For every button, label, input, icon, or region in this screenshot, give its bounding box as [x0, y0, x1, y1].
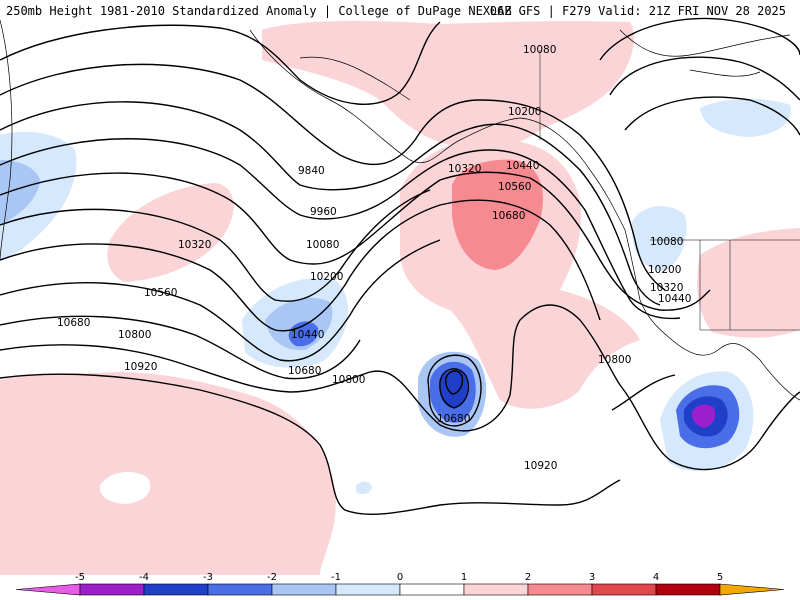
- colorbar-tick-label: 4: [653, 572, 659, 583]
- contour-label: 10200: [508, 106, 541, 118]
- contour-label: 10920: [124, 361, 157, 373]
- contour-label: 10080: [523, 44, 556, 56]
- colorbar-tick-label: -1: [331, 572, 341, 583]
- contour-label: 10440: [658, 293, 691, 305]
- colorbar-segment: [335, 583, 401, 596]
- colorbar-tick-label: 5: [717, 572, 723, 583]
- colorbar-tick-label: 0: [397, 572, 403, 583]
- colorbar-segment: [591, 583, 657, 596]
- colorbar-segment: [527, 583, 593, 596]
- positive-anomaly-southwest-hole: [99, 471, 151, 504]
- contour-label: 10200: [648, 264, 681, 276]
- contour-label: 10440: [506, 160, 539, 172]
- positive-anomaly-center-strong: [452, 159, 543, 270]
- positive-anomaly-alaska: [262, 20, 634, 149]
- contour-label: 10800: [118, 329, 151, 341]
- colorbar-segment: [271, 583, 337, 596]
- colorbar-segment: [399, 583, 465, 596]
- colorbar: -5 -4 -3 -2 -1 0 1 2 3 4 5: [15, 572, 785, 596]
- colorbar-segment: [15, 583, 81, 596]
- coastlines: [0, 19, 800, 401]
- contour-label: 10680: [437, 413, 470, 425]
- colorbar-tick-label: 3: [589, 572, 595, 583]
- positive-anomaly-southwest: [0, 372, 336, 575]
- colorbar-segment: [79, 583, 145, 596]
- contour-label: 10320: [448, 163, 481, 175]
- colorbar-tick-label: -3: [203, 572, 213, 583]
- contour-label: 10200: [310, 271, 343, 283]
- contour-label: 10680: [57, 317, 90, 329]
- colorbar-segment: [463, 583, 529, 596]
- contour-label: 10800: [598, 354, 631, 366]
- colorbar-segment: [207, 583, 273, 596]
- colorbar-tick-label: -4: [139, 572, 149, 583]
- contour-label: 10080: [650, 236, 683, 248]
- contour-label: 10680: [492, 210, 525, 222]
- negative-anomaly-pacnw: [631, 206, 687, 271]
- contour-label: 10320: [178, 239, 211, 251]
- colorbar-tick-label: -5: [75, 572, 85, 583]
- map-title: 250mb Height 1981-2010 Standardized Anom…: [6, 4, 512, 18]
- positive-anomaly-west: [107, 183, 234, 282]
- anomaly-shading: [0, 20, 800, 575]
- contour-label: 10920: [524, 460, 557, 472]
- positive-anomaly-east: [697, 228, 800, 338]
- contour-label: 9960: [310, 206, 337, 218]
- contour-label: 10680: [288, 365, 321, 377]
- negative-anomaly-low-east-core: [691, 404, 716, 428]
- contour-label: 9840: [298, 165, 325, 177]
- contour-label: 10080: [306, 239, 339, 251]
- height-contours: [0, 17, 800, 515]
- colorbar-segment: [143, 583, 209, 596]
- contour-label: 10560: [498, 181, 531, 193]
- contour-label: 10440: [291, 329, 324, 341]
- contour-label: 10800: [332, 374, 365, 386]
- contour-labels: 10080 10200 9840 9960 10080 10320 10440 …: [57, 44, 691, 472]
- negative-anomaly-low-west-core: [288, 321, 319, 347]
- colorbar-tick-label: -2: [267, 572, 277, 583]
- contour-label: 10320: [650, 282, 683, 294]
- colorbar-tick-label: 1: [461, 572, 467, 583]
- colorbar-tick-label: 2: [525, 572, 531, 583]
- negative-anomaly-small: [356, 481, 372, 495]
- contour-label: 10560: [144, 287, 177, 299]
- model-run-info: 06Z GFS | F279 Valid: 21Z FRI NOV 28 202…: [489, 4, 786, 18]
- colorbar-segment: [655, 583, 721, 596]
- negative-anomaly-northeast: [700, 98, 791, 137]
- colorbar-segment: [719, 583, 785, 596]
